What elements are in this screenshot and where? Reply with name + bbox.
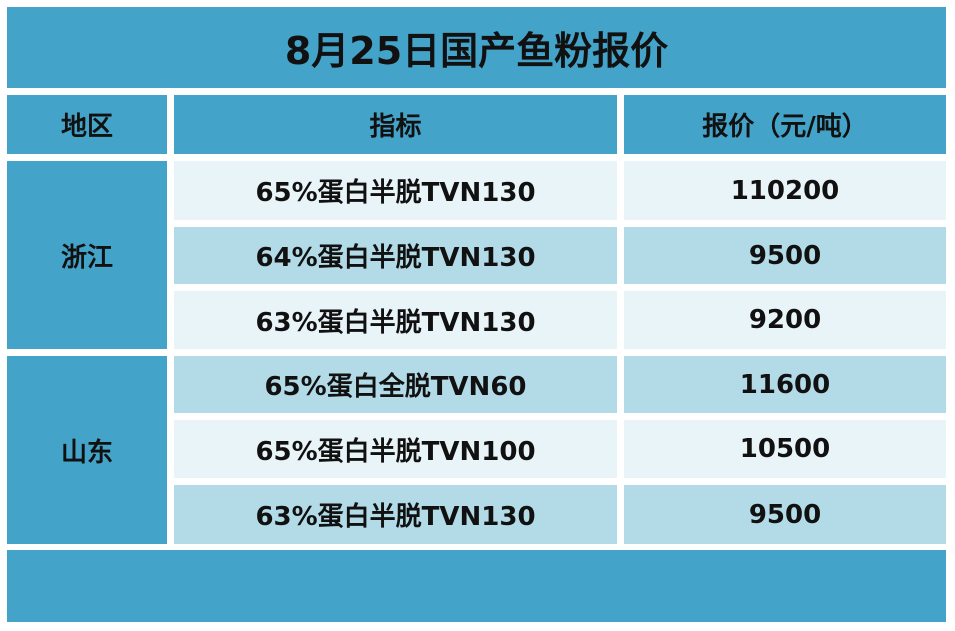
page-title: 8月25日国产鱼粉报价 [7,7,946,88]
region-cell-zhejiang: 浙江 [7,161,167,349]
table-cell-spec: 64%蛋白半脱TVN130 [174,227,617,284]
column-header-price: 报价（元/吨） [624,95,946,154]
table-cell-price: 9500 [624,227,946,284]
table-cell-spec: 65%蛋白半脱TVN100 [174,420,617,478]
region-cell-shandong: 山东 [7,356,167,544]
table-cell-price: 10500 [624,420,946,478]
column-header-spec: 指标 [174,95,617,154]
table-cell-price: 9200 [624,291,946,349]
table-cell-spec: 65%蛋白全脱TVN60 [174,356,617,413]
table-cell-price: 9500 [624,485,946,544]
table-cell-spec: 63%蛋白半脱TVN130 [174,291,617,349]
table-cell-spec: 65%蛋白半脱TVN130 [174,161,617,220]
table-cell-price: 11600 [624,356,946,413]
table-cell-spec: 63%蛋白半脱TVN130 [174,485,617,544]
table-cell-price: 110200 [624,161,946,220]
footer-bar [7,550,946,622]
column-header-region: 地区 [7,95,167,154]
